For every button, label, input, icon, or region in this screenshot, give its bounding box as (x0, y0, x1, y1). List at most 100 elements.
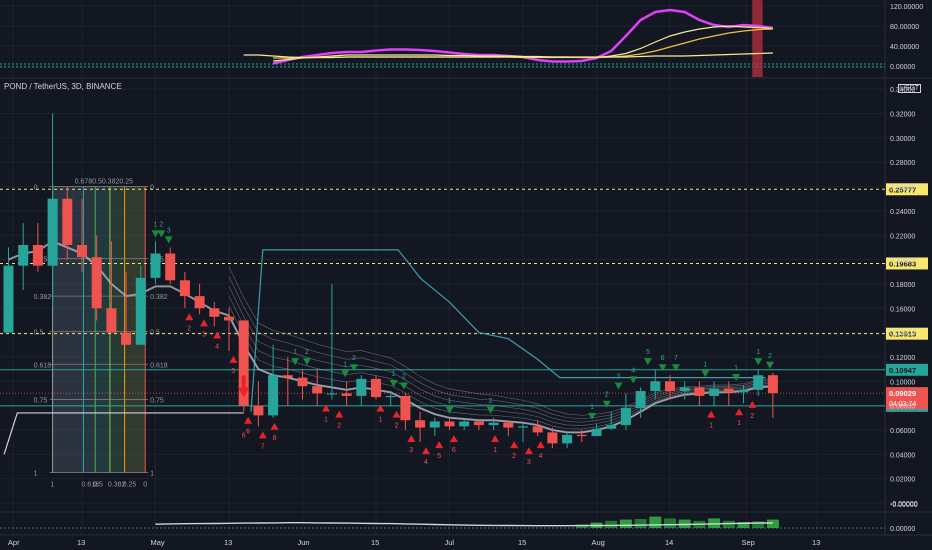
volume-tick-label: -0.00000 (890, 502, 918, 509)
price-tick-label: 0.32000 (890, 112, 915, 119)
time-tick-label: 13 (77, 538, 85, 547)
price-tick-label: 0.24000 (890, 209, 915, 216)
candle-body (665, 381, 675, 392)
price-tick-label: 0.18000 (890, 282, 915, 289)
price-level-badge (886, 183, 928, 196)
fib-vertical-label: 1 (51, 482, 55, 489)
current-price-countdown: 04:03:74 (889, 401, 916, 408)
time-axis[interactable]: Apr 13 May 13 Jun 15 Jul 15 Aug 14 Sep 13 (0, 534, 932, 547)
candle-body (488, 422, 499, 426)
count-arrow-down (524, 447, 533, 455)
count-arrow-down (491, 434, 500, 442)
time-tick-label: 13 (812, 538, 820, 547)
candle-body (694, 387, 705, 396)
price-tick-label: 0.12000 (890, 355, 915, 362)
count-label-up: 2 (489, 398, 493, 405)
count-label-down: 2 (395, 423, 399, 430)
count-arrow-down (748, 400, 757, 408)
count-arrow-down (244, 416, 253, 424)
count-label-down: 1 (378, 417, 382, 424)
fib-vertical-label: 0.618 (81, 482, 99, 489)
candle-body (620, 408, 631, 426)
candle-body (753, 375, 764, 390)
price-level-badge (886, 257, 928, 270)
price-tick-label: 0.34000 (890, 87, 915, 94)
price-tick-label: 0.14000 (890, 331, 915, 338)
fib-vertical-label: 0.382 (108, 482, 126, 489)
candle-body (268, 375, 279, 416)
fib-level-label: 0.5 (150, 329, 160, 336)
candle-body (326, 393, 337, 395)
count-arrow-down (421, 447, 430, 455)
candle-body (473, 421, 484, 426)
count-arrow-up (701, 370, 710, 378)
time-tick-label: May (151, 538, 165, 547)
count-label-up: 1 (590, 404, 594, 411)
candle-body (312, 386, 323, 394)
currency-label[interactable]: USDT (898, 84, 922, 93)
count-arrow-up (732, 373, 741, 381)
count-label-up: 1 (293, 349, 297, 356)
price-tick-label: 0.30000 (890, 136, 915, 143)
fib-level-label: 0 (150, 185, 154, 192)
candle-body (253, 405, 264, 416)
price-level-value: 0.25777 (889, 185, 916, 194)
count-label-down: 8 (273, 435, 277, 442)
fib-level-label: 0.5 (34, 329, 44, 336)
count-label-up: 1 (154, 221, 158, 228)
count-label-up: 2 (159, 221, 163, 228)
count-arrow-down (200, 319, 209, 327)
count-arrow-up (602, 400, 611, 408)
fib-level-label: 0.382 (34, 294, 52, 301)
count-label-down: 1 (709, 423, 713, 430)
candle-body (738, 389, 749, 393)
count-arrow-down (707, 410, 716, 418)
fib-level-label: 0.618 (150, 362, 168, 369)
price-tick-label: 0.26000 (890, 185, 915, 192)
count-arrow-down (536, 441, 545, 449)
candle-body (562, 434, 573, 444)
candle-body (62, 198, 73, 245)
count-arrow-down (258, 431, 267, 439)
count-label-up: 1 (703, 361, 707, 368)
fib-vertical-label: 0.25 (123, 482, 137, 489)
count-arrow-up (643, 358, 652, 366)
ma-ribbon-line (228, 305, 773, 430)
count-arrow-up (399, 382, 408, 390)
volume-line (155, 522, 773, 527)
count-arrow-up (445, 406, 454, 414)
count-label-down: 5 (231, 368, 235, 375)
count-label-up: 3 (617, 373, 621, 380)
time-tick-label: 15 (518, 538, 526, 547)
osc-tick-label: 40.00000 (890, 44, 919, 51)
count-arrow-up (588, 412, 597, 420)
fib-level-label: 1 (150, 471, 154, 478)
candle-body (356, 378, 367, 396)
count-label-down: 4 (539, 453, 543, 460)
price-axis[interactable]: 0.257770.196830.139130.109470.079810.090… (886, 87, 928, 508)
candle-body (224, 316, 234, 321)
price-tick-label: 0.28000 (890, 160, 915, 167)
count-arrow-down (322, 404, 331, 412)
fib-level-label: 0.75 (34, 398, 48, 405)
count-arrow-down (407, 434, 416, 442)
price-level-badge (886, 363, 928, 376)
fib-level-label: 0.618 (34, 362, 52, 369)
candle-body (709, 388, 720, 396)
osc-series-line (243, 52, 773, 59)
count-arrow-down (213, 331, 222, 339)
price-level-value: 0.19683 (889, 259, 916, 268)
count-arrow-down (435, 441, 444, 449)
count-label-up: 4 (631, 367, 635, 374)
candle-body (341, 393, 352, 396)
count-arrow-up (754, 358, 763, 366)
count-label-up: 2 (352, 355, 356, 362)
price-tick-label: 0.16000 (890, 306, 915, 313)
time-tick-label: Apr (8, 538, 20, 547)
current-price-badge (886, 387, 928, 410)
osc-tick-label: 0.00000 (890, 64, 915, 71)
count-label-down: 2 (187, 325, 191, 332)
count-arrow-up (341, 370, 350, 378)
big-arrow-label: 6 (242, 433, 246, 440)
